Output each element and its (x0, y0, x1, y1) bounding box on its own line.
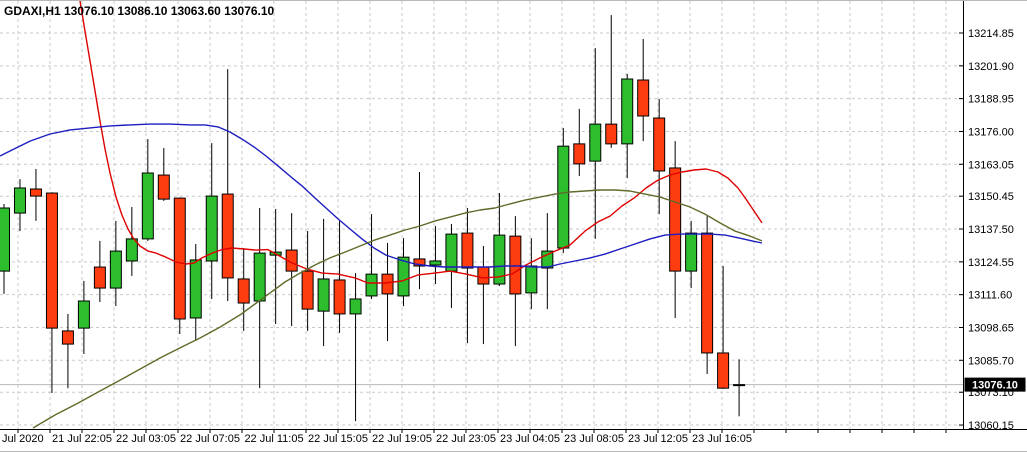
candle-body-up (109, 250, 122, 289)
x-axis-label: 23 Jul 04:05 (500, 433, 560, 445)
candle-body-down (381, 273, 394, 295)
x-axis-label: 23 Jul 08:05 (564, 433, 624, 445)
ma-slow-olive (32, 189, 763, 429)
x-axis-label: 21 Jul 22:05 (52, 433, 112, 445)
candle-body-down (637, 79, 650, 117)
candle-body-up (445, 233, 458, 272)
candle-body-up (317, 278, 330, 312)
y-axis-label: 13188.95 (968, 94, 1014, 106)
candle-body-down (573, 143, 586, 165)
y-axis-label: 13137.50 (968, 224, 1014, 236)
candle-body-up (621, 78, 634, 145)
x-axis-label: 22 Jul 03:05 (116, 433, 176, 445)
candle-body-up (141, 172, 154, 240)
candle-body-down (333, 279, 346, 315)
x-axis-label: 22 Jul 15:05 (308, 433, 368, 445)
y-axis-label: 13201.90 (968, 61, 1014, 73)
candle-body-down (605, 123, 618, 145)
y-axis-label: 13150.45 (968, 191, 1014, 203)
ma-fast-red (79, 1, 763, 284)
y-axis-label: 13214.85 (968, 28, 1014, 40)
y-axis-label: 13098.65 (968, 322, 1014, 334)
candle-body-down (157, 174, 170, 200)
candle-body-down (461, 232, 474, 269)
candle-body-up (77, 300, 90, 329)
candle-body-up (205, 195, 218, 262)
candle-body-up (557, 145, 570, 249)
y-axis-label: 13111.60 (968, 290, 1012, 302)
candle-body-down (477, 266, 490, 285)
candle-body-up (125, 238, 138, 262)
candle-body-up (685, 232, 698, 272)
candle-body-down (509, 235, 522, 295)
candle-body-down (221, 193, 234, 279)
candle-body-up (365, 273, 378, 297)
candle-body-down (237, 278, 250, 304)
x-axis-label: Jul 2020 (2, 433, 44, 445)
candle-body-down (301, 270, 314, 310)
x-axis-label: 23 Jul 16:05 (692, 433, 752, 445)
candle-body-up (525, 265, 538, 294)
candle-body-up (13, 187, 26, 214)
chart-legend: GDAXI,H1 13076.10 13086.10 13063.60 1307… (4, 4, 275, 18)
candle-body-down (61, 330, 74, 345)
y-axis-label: 13163.05 (968, 159, 1014, 171)
candle-body-up (253, 252, 266, 302)
y-axis-label: 13060.15 (968, 420, 1014, 432)
current-price-box (964, 377, 1026, 392)
y-axis-label: 13124.55 (968, 257, 1014, 269)
candle-body-up (0, 207, 10, 272)
candle-body-down (653, 117, 666, 172)
candle-body-down (717, 352, 730, 389)
x-axis-label: 22 Jul 19:05 (372, 433, 432, 445)
x-axis-label: 22 Jul 23:05 (436, 433, 496, 445)
candle-body-up (541, 250, 554, 269)
candle-body-up (493, 234, 506, 285)
x-axis-label: 23 Jul 12:05 (628, 433, 688, 445)
y-axis-label: 13176.00 (968, 126, 1014, 138)
candle-body-down (173, 197, 186, 320)
candle-body-down (701, 232, 714, 354)
y-axis-label: 13085.70 (968, 355, 1014, 367)
candle-body-up (349, 298, 362, 315)
x-axis-label: 22 Jul 07:05 (180, 433, 240, 445)
candle-body-down (413, 258, 426, 267)
candle-body-up (189, 259, 202, 319)
candle-body-down (93, 266, 106, 289)
candle-body-down (669, 167, 682, 272)
ma-mid-blue (0, 123, 763, 268)
current-price-label: 13076.10 (972, 380, 1018, 392)
candle-body-down (45, 192, 58, 329)
candle-body-down (29, 188, 42, 197)
candle-body-up (589, 123, 602, 162)
candle-body-up (429, 260, 442, 266)
candle-body-up (733, 384, 746, 387)
x-axis-label: 22 Jul 11:05 (244, 433, 303, 445)
candle-body-up (397, 256, 410, 297)
